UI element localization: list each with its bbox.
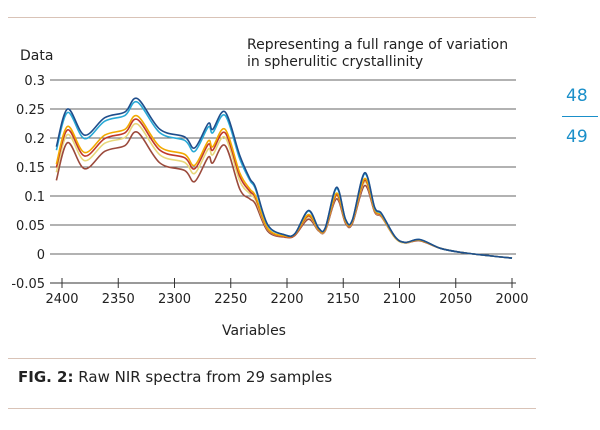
y-tick-label: 0.2 [24,132,45,147]
bottom-rule [8,408,536,409]
y-tick-label: 0.15 [16,161,45,176]
y-tick-label: 0.05 [16,219,45,234]
y-tick-label: 0.3 [24,74,45,89]
x-tick-label: 2150 [327,292,360,307]
chart-annotation: Representing a full range of variation i… [247,37,508,71]
y-axis-label: Data [20,48,54,64]
x-tick-label: 2000 [495,292,528,307]
x-tick-label: 2100 [383,292,416,307]
y-tick-label: 0.1 [24,190,45,205]
series-line-sample-high [55,97,513,259]
series-line-sample-low [55,131,513,259]
page-number-top: 48 [566,86,588,106]
x-tick-label: 2350 [102,292,135,307]
annotation-line-1: Representing a full range of variation [247,37,509,53]
y-tick-label: 0.25 [16,103,45,118]
page-number-bottom: 49 [566,127,588,147]
annotation-line-2: in spherulitic crystallinity [247,54,424,70]
top-rule [8,17,536,18]
x-tick-label: 2400 [45,292,78,307]
x-axis-label: Variables [222,323,286,339]
x-tick-label: 2200 [270,292,303,307]
caption-label: FIG. 2: [18,368,74,386]
caption-text: Raw NIR spectra from 29 samples [78,368,333,386]
figure-caption: FIG. 2: Raw NIR spectra from 29 samples [18,368,332,386]
caption-top-rule [8,358,536,359]
series-line-sample-red [55,118,513,259]
x-tick-label: 2250 [214,292,247,307]
x-tick-label: 2050 [439,292,472,307]
y-tick-label: -0.05 [11,277,45,292]
y-tick-label: 0 [37,248,45,263]
page-number-divider [562,116,598,117]
x-tick-label: 2300 [158,292,191,307]
